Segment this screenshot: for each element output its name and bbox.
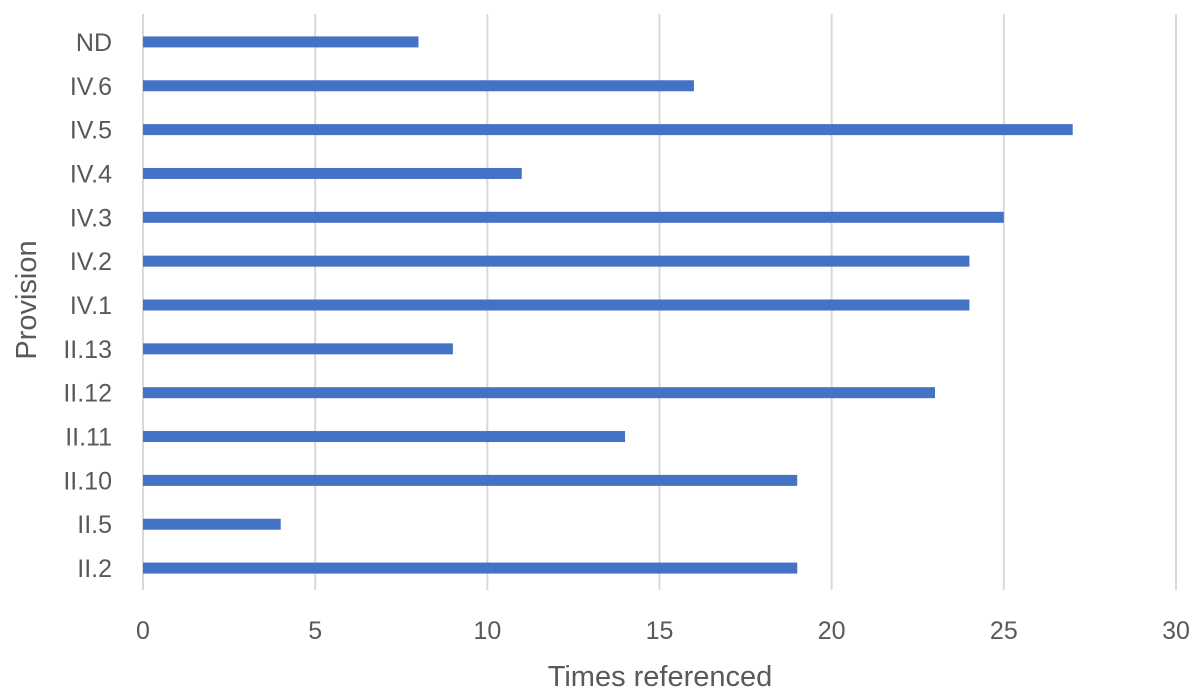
x-tick-label: 5 (308, 617, 322, 645)
bar (143, 387, 935, 399)
y-tick-label: II.5 (77, 511, 112, 539)
x-axis-title: Times referenced (548, 661, 773, 691)
y-tick-label: IV.3 (70, 204, 112, 232)
bar (143, 562, 798, 574)
y-axis-title: Provision (11, 240, 43, 359)
y-tick-label: II.13 (63, 336, 112, 364)
y-tick-label: II.12 (63, 380, 112, 408)
y-tick-label: II.10 (63, 467, 112, 495)
y-tick-label: IV.6 (70, 73, 112, 101)
x-tick-label: 0 (136, 617, 150, 645)
y-tick-label: IV.5 (70, 117, 112, 145)
x-tick-label: 30 (1162, 617, 1190, 645)
y-tick-label: IV.2 (70, 248, 112, 276)
bar (143, 518, 281, 530)
bar (143, 167, 522, 179)
bar (143, 255, 970, 267)
x-tick-label: 25 (990, 617, 1018, 645)
y-tick-label: IV.1 (70, 292, 112, 320)
x-tick-label: 15 (646, 617, 674, 645)
bar (143, 299, 970, 311)
y-tick-labels: ND IV.6 IV.5 IV.4 IV.3 IV.2 IV.1 II.13 II.12 II.1… (63, 29, 112, 583)
bar (143, 211, 1004, 223)
y-tick-label: II.2 (77, 555, 112, 583)
y-tick-label: ND (76, 29, 112, 57)
y-tick-label: II.11 (65, 424, 112, 452)
y-tick-label: IV.4 (70, 160, 112, 188)
bar (143, 36, 419, 48)
bar (143, 80, 694, 92)
bar (143, 474, 798, 486)
bar (143, 431, 626, 443)
bar (143, 124, 1073, 136)
bar (143, 343, 453, 355)
bars (143, 36, 1073, 574)
x-tick-label: 10 (473, 617, 501, 645)
x-tick-label: 20 (818, 617, 846, 645)
x-tick-labels: 0 5 10 15 20 25 30 (136, 617, 1190, 645)
